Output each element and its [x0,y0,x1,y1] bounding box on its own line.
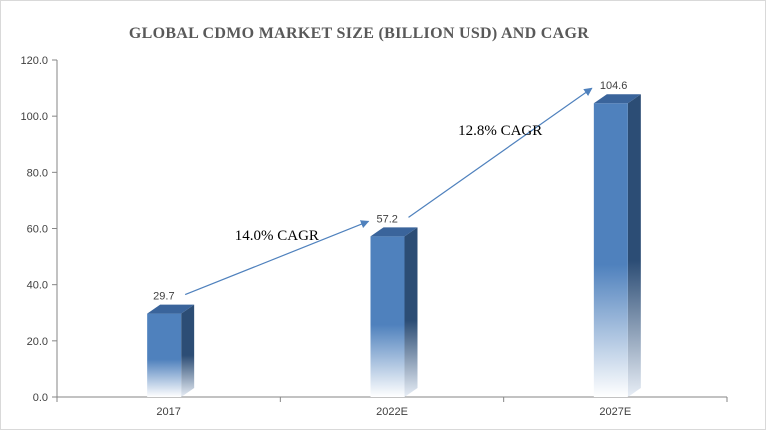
x-tick-label: 2017 [156,406,180,418]
cagr-arrow [408,87,593,218]
bar-2022E [370,227,418,397]
y-tick-label: 20.0 [27,336,48,348]
bar-front-face [370,236,405,397]
y-axis: 0.0 20.0 40.0 60.0 80.0 100.0 120.0 [20,55,58,404]
y-tick-label: 100.0 [20,111,48,123]
y-tick-label: 0.0 [33,392,48,404]
bar-2027E [593,94,641,397]
cagr-label: 14.0% CAGR [235,228,319,244]
x-axis: 2017 2022E 2027E [56,396,728,418]
bar-top-face [593,94,641,104]
y-tick-label: 40.0 [27,280,48,292]
bar-side-face [627,94,641,397]
cagr-arrow [184,220,370,296]
y-tick-label: 60.0 [27,224,48,236]
data-label: 57.2 [377,213,398,225]
bar-side-face [404,227,418,397]
x-tick-label: 2022E [376,406,408,418]
bar-top-face [147,304,195,314]
bar-front-face [147,313,182,397]
data-label: 29.7 [153,291,174,303]
x-tick-label: 2027E [599,406,631,418]
y-tick-label: 120.0 [20,55,48,67]
bar-side-face [181,304,195,397]
y-tick-label: 80.0 [27,167,48,179]
bar-top-face [370,227,418,237]
cagr-annotations: 14.0% CAGR 12.8% CAGR [184,87,593,296]
bar-2017 [147,304,195,397]
cagr-label: 12.8% CAGR [458,123,542,139]
chart-title: GLOBAL CDMO MARKET SIZE (BILLION USD) AN… [129,25,589,42]
bar-front-face [593,103,628,397]
data-labels: 29.7 57.2 104.6 [153,80,627,302]
bars-group [147,94,641,397]
data-label: 104.6 [600,80,628,92]
